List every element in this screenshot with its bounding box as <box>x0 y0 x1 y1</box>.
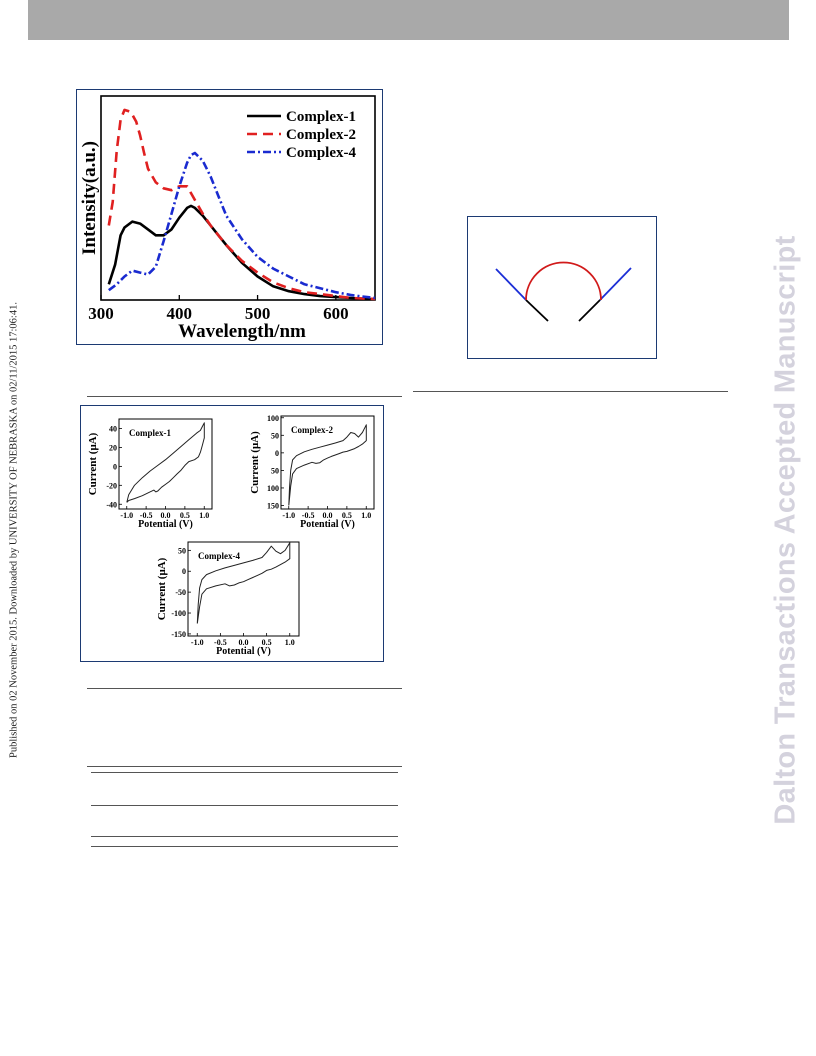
table-bottom-rule <box>91 846 398 847</box>
cv-panel-complex-4: Complex-4 -1.0 -0.5 0.0 0.5 1.0 50 0 -50 -100 -150… <box>156 541 300 657</box>
left-inner-line <box>525 299 549 322</box>
y-tick-label: 100 <box>267 414 279 423</box>
x-tick-label: -0.5 <box>302 511 315 520</box>
y-tick-label: 50 <box>271 466 279 475</box>
panel-title: Complex-2 <box>291 425 333 435</box>
x-tick-label: 1.0 <box>361 511 371 520</box>
table-top-rule <box>87 766 402 767</box>
y-tick-label: -20 <box>106 481 117 490</box>
cv-loop <box>126 422 205 503</box>
legend-label: Complex-1 <box>286 109 356 125</box>
emission-spectra-chart: 300 400 500 600 Wavelength/nm Intensity(a.u.)… <box>79 95 376 342</box>
x-axis-label: Potential (V) <box>300 519 355 530</box>
section-rule <box>87 688 402 689</box>
x-tick-label: 0.5 <box>342 511 352 520</box>
x-axis-label: Potential (V) <box>216 646 271 657</box>
y-tick-label: -50 <box>175 588 186 597</box>
y-axis-label: Intensity(a.u.) <box>79 141 100 255</box>
table-row-rule <box>91 805 398 806</box>
x-tick-label: 1.0 <box>199 511 209 520</box>
x-tick-label: 300 <box>88 304 114 323</box>
panel-title: Complex-4 <box>198 551 240 561</box>
section-rule <box>87 396 402 397</box>
x-tick-label: 600 <box>323 304 349 323</box>
y-tick-label: 150 <box>267 501 279 510</box>
x-tick-label: -0.5 <box>140 511 153 520</box>
x-axis-label: Potential (V) <box>138 519 193 530</box>
y-tick-label: 50 <box>271 431 279 440</box>
angle-diagram <box>495 261 632 322</box>
y-tick-label: 50 <box>178 546 186 555</box>
legend-label: Complex-4 <box>286 145 356 161</box>
x-tick-label: 0.0 <box>323 511 333 520</box>
x-tick-label: -1.0 <box>120 511 133 520</box>
y-tick-label: 0 <box>182 567 186 576</box>
x-tick-label: -1.0 <box>282 511 295 520</box>
series-line-complex-2 <box>107 108 376 301</box>
y-tick-label: 0 <box>113 462 117 471</box>
section-rule <box>413 391 728 392</box>
emission-spectra-figure: 300 400 500 600 Wavelength/nm Intensity(a.u.)… <box>76 89 383 345</box>
plot-area <box>100 95 376 301</box>
panel-title: Complex-1 <box>129 428 171 438</box>
y-tick-label: 20 <box>109 443 117 452</box>
right-inner-line <box>578 299 601 322</box>
cv-panel-complex-2: Complex-2 -1.0 -0.5 0.0 0.5 1.0 100 50 0 50 100 150… <box>249 414 375 530</box>
angle-arc <box>525 261 602 301</box>
x-tick-label: 0.5 <box>180 511 190 520</box>
y-tick-label: -150 <box>171 630 186 639</box>
cv-panel-complex-1: Complex-1 -1.0 -0.5 0.0 0.5 1.0 40 20 0 -20 -40 Pot… <box>87 418 213 530</box>
cyclic-voltammetry-figure: Complex-1 -1.0 -0.5 0.0 0.5 1.0 40 20 0 -20 -40 Pot… <box>80 405 384 662</box>
x-tick-label: 1.0 <box>285 638 295 647</box>
cv-loop <box>288 424 367 506</box>
y-axis-label: Current (μA) <box>249 431 261 494</box>
y-tick-label: 0 <box>275 449 279 458</box>
x-tick-label: -1.0 <box>191 638 204 647</box>
x-axis-label: Wavelength/nm <box>178 321 306 342</box>
y-tick-label: -40 <box>106 500 117 509</box>
cv-loop <box>196 542 291 624</box>
x-tick-label: 0.0 <box>239 638 249 647</box>
x-tick-label: -0.5 <box>214 638 227 647</box>
y-tick-label: 40 <box>109 424 117 433</box>
x-tick-label: 400 <box>167 304 193 323</box>
legend-label: Complex-2 <box>286 127 356 143</box>
x-tick-label: 500 <box>245 304 270 323</box>
right-outer-line <box>599 267 632 301</box>
page-header-bar <box>28 0 789 40</box>
publication-side-note: Published on 02 November 2015. Downloade… <box>8 302 20 758</box>
table-header-rule <box>91 772 398 773</box>
y-tick-label: -100 <box>171 609 186 618</box>
series-line-complex-4 <box>108 151 376 300</box>
left-outer-line <box>495 268 527 301</box>
y-axis-label: Current (μA) <box>156 557 168 620</box>
cyclic-voltammogram-panels: Complex-1 -1.0 -0.5 0.0 0.5 1.0 40 20 0 -20 -40 Pot… <box>87 414 375 657</box>
accepted-manuscript-watermark: Dalton Transactions Accepted Manuscript <box>769 235 802 825</box>
table-row-rule <box>91 836 398 837</box>
series-line-complex-1 <box>107 204 375 301</box>
y-tick-label: 100 <box>267 484 279 493</box>
angle-diagram-figure <box>467 216 657 359</box>
y-axis-label: Current (μA) <box>87 432 99 495</box>
x-tick-label: 0.0 <box>161 511 171 520</box>
x-tick-label: 0.5 <box>262 638 272 647</box>
